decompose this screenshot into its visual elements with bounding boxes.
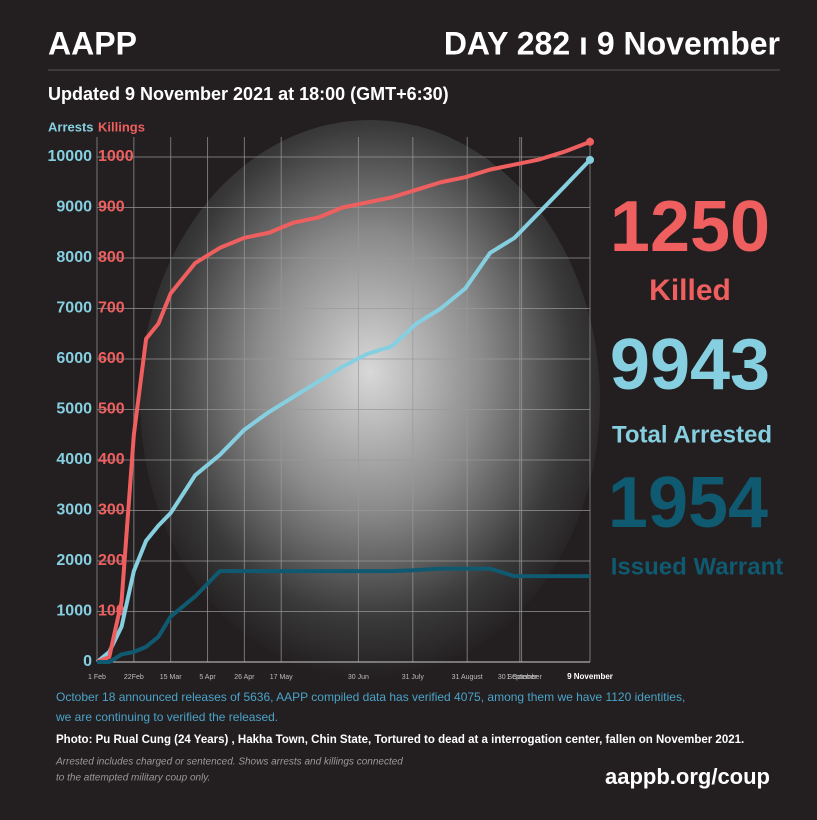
y-tick-label: 10000 — [48, 148, 93, 165]
series-line — [97, 566, 590, 664]
y-tick-label: 0 — [83, 653, 92, 670]
footnote: to the attempted military coup only. — [56, 773, 210, 784]
y-tick-label: 8000 — [56, 249, 92, 266]
updated: Updated 9 November 2021 at 18:00 (GMT+6:… — [48, 84, 449, 104]
legend-entry: Killings — [98, 119, 145, 134]
x-tick-label: 17 May — [270, 674, 293, 681]
x-tick-label: 26 Apr — [234, 674, 255, 681]
end-point — [586, 137, 594, 146]
y-tick-label: 2000 — [56, 552, 92, 569]
note: we are continuing to verified the releas… — [55, 710, 278, 724]
y2-tick-label: 200 — [98, 552, 125, 569]
stat-label: Total Arrested — [612, 421, 772, 448]
footnote: Arrested includes charged or sentenced. … — [55, 757, 403, 768]
day: DAY 282 ı 9 November — [444, 25, 780, 61]
y2-tick-label: 600 — [98, 350, 125, 367]
stat-label: Issued Warrant — [611, 553, 784, 580]
y-tick-label: 5000 — [56, 401, 92, 418]
x-tick-label: 5 Apr — [199, 674, 216, 681]
y2-tick-label: 500 — [98, 401, 125, 418]
y-tick-label: 7000 — [56, 300, 92, 317]
stat-label: Killed — [649, 274, 731, 307]
y-tick-label: 9000 — [56, 199, 92, 216]
x-tick-label: 30 September — [498, 674, 543, 681]
photo — [140, 120, 600, 680]
stat-value: 1250 — [610, 187, 770, 267]
x-tick-label: 1 Feb — [88, 674, 106, 681]
note: October 18 announced releases of 5636, A… — [56, 690, 685, 704]
photo-caption: Photo: Pu Rual Cung (24 Years) , Hakha T… — [56, 734, 744, 746]
stat-value: 9943 — [610, 325, 770, 405]
series-line — [95, 158, 592, 664]
y2-tick-label: 1000 — [98, 148, 134, 165]
stat-value: 1954 — [608, 463, 768, 543]
y-tick-label: 4000 — [56, 451, 92, 468]
y2-tick-label: 400 — [98, 451, 125, 468]
y-tick-label: 1000 — [56, 603, 92, 620]
y-tick-label: 6000 — [56, 350, 92, 367]
y-tick-label: 3000 — [56, 502, 92, 519]
y2-tick-label: 700 — [98, 300, 125, 317]
end-point — [586, 155, 594, 164]
series-line — [96, 139, 591, 664]
x-tick-label: 15 Mar — [160, 674, 182, 681]
x-tick-label: 30 Jun — [348, 674, 369, 681]
url: aappb.org/coup — [605, 764, 770, 789]
x-tick-label: 31 July — [402, 674, 425, 681]
x-tick-label: 31 August — [452, 674, 483, 681]
x-tick-label: 22Feb — [124, 674, 144, 681]
org: AAPP — [48, 25, 137, 61]
x-tick-label: 9 November — [567, 672, 613, 681]
x-tick-label: 1 October — [506, 674, 537, 681]
y2-tick-label: 800 — [98, 249, 125, 266]
y2-tick-label: 900 — [98, 199, 125, 216]
y2-tick-label: 300 — [98, 502, 125, 519]
legend-entry: Arrests — [48, 119, 94, 134]
